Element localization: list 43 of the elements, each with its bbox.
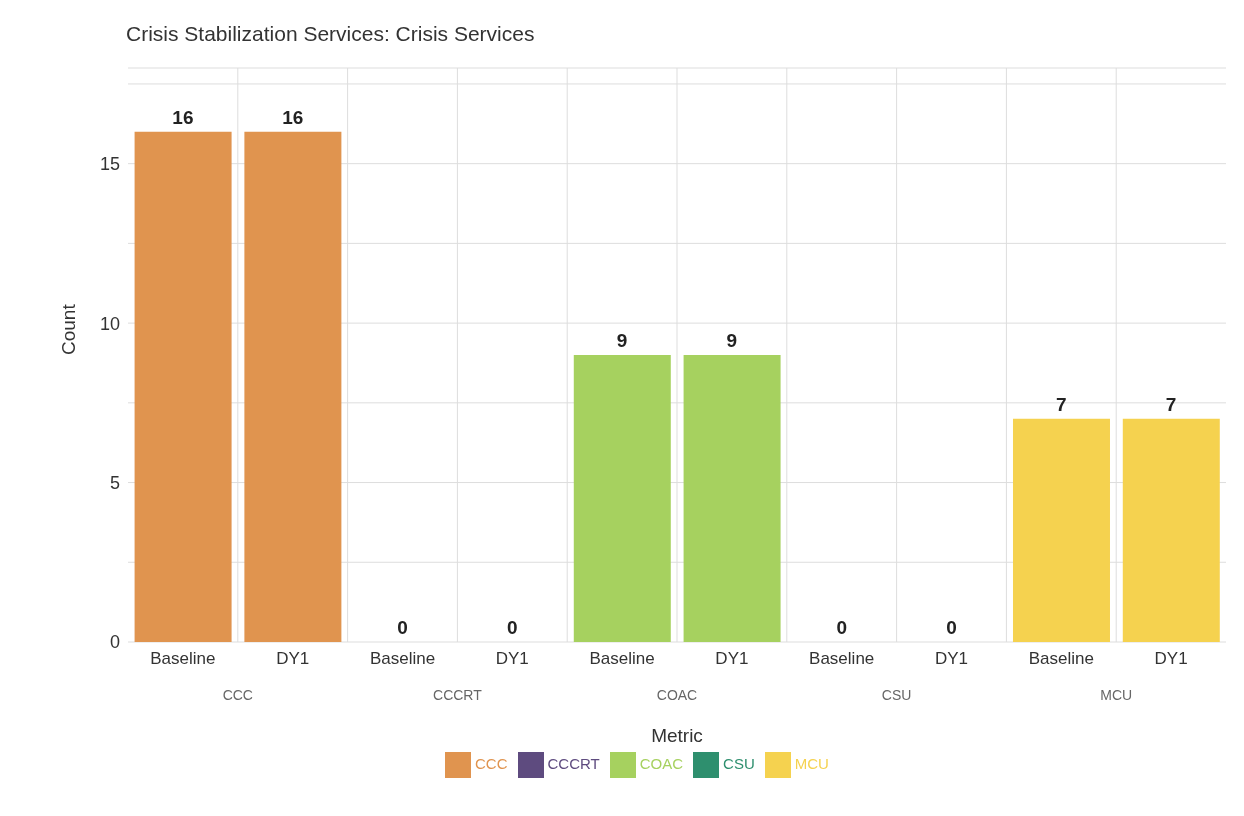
- x-tick-label: DY1: [276, 649, 310, 668]
- y-tick-label: 5: [109, 472, 120, 493]
- data-label: 0: [507, 617, 518, 638]
- x-tick-label: DY1: [934, 649, 969, 668]
- bar: [134, 131, 232, 642]
- legend-label: MCU: [794, 754, 829, 772]
- data-label: 9: [726, 330, 738, 351]
- x-tick-label: Baseline: [1028, 649, 1094, 668]
- x-tick-label: Baseline: [369, 649, 436, 668]
- data-label: 0: [946, 617, 957, 638]
- data-label: 9: [616, 330, 628, 351]
- x-tick-label: DY1: [495, 649, 529, 668]
- text: CCCRT: [433, 687, 482, 703]
- data-label: 7: [1165, 393, 1177, 415]
- text: COAC: [656, 687, 698, 703]
- legend-label: CCC: [475, 754, 508, 772]
- data-label: 0: [397, 617, 408, 638]
- legend-label: CCCRT: [547, 754, 600, 772]
- text: CSU: [881, 687, 912, 703]
- bar: [1122, 418, 1220, 642]
- legend-label: CSU: [723, 754, 755, 772]
- chart-title: Crisis Stabilization Services: Crisis Services: [126, 22, 535, 46]
- x-tick-label: Baseline: [589, 649, 655, 668]
- y-tick-label: 10: [99, 313, 120, 334]
- x-tick-label: DY1: [1154, 649, 1188, 668]
- legend-label: COAC: [639, 754, 684, 772]
- data-label: 16: [282, 106, 304, 128]
- text: MCU: [1100, 687, 1133, 703]
- data-label: 16: [172, 106, 194, 128]
- x-axis-title: Metric: [651, 725, 703, 746]
- data-label: 0: [836, 617, 847, 638]
- y-axis-title: Count: [57, 303, 79, 355]
- bar: [244, 131, 342, 642]
- data-label: 7: [1056, 393, 1067, 415]
- text: CCC: [222, 687, 253, 703]
- y-tick-label: 0: [109, 632, 120, 653]
- x-tick-label: Baseline: [809, 649, 875, 668]
- bar: [1012, 418, 1110, 642]
- x-tick-label: DY1: [715, 649, 749, 668]
- bar: [573, 355, 671, 642]
- bar: [683, 355, 781, 642]
- y-tick-label: 15: [99, 154, 120, 175]
- x-tick-label: Baseline: [150, 649, 216, 668]
